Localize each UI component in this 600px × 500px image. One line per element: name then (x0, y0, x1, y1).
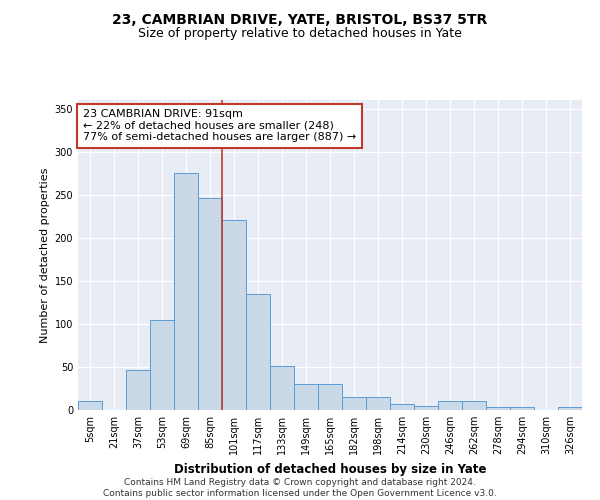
Bar (414, 406, 438, 410)
Bar (198, 198, 222, 410)
Bar (78, 402, 102, 410)
Bar (342, 397, 366, 410)
Bar (294, 384, 318, 410)
Bar (366, 397, 390, 410)
Bar (150, 320, 174, 410)
Bar (174, 173, 198, 410)
Text: 23 CAMBRIAN DRIVE: 91sqm
← 22% of detached houses are smaller (248)
77% of semi-: 23 CAMBRIAN DRIVE: 91sqm ← 22% of detach… (83, 110, 356, 142)
Text: Size of property relative to detached houses in Yate: Size of property relative to detached ho… (138, 28, 462, 40)
Bar (510, 408, 534, 410)
Text: 23, CAMBRIAN DRIVE, YATE, BRISTOL, BS37 5TR: 23, CAMBRIAN DRIVE, YATE, BRISTOL, BS37 … (112, 12, 488, 26)
Text: Contains HM Land Registry data © Crown copyright and database right 2024.
Contai: Contains HM Land Registry data © Crown c… (103, 478, 497, 498)
Bar (270, 366, 294, 410)
Bar (438, 402, 462, 410)
Y-axis label: Number of detached properties: Number of detached properties (40, 168, 50, 342)
Bar (246, 294, 270, 410)
Bar (486, 408, 510, 410)
Bar (462, 402, 486, 410)
Bar (390, 404, 414, 410)
Bar (126, 370, 150, 410)
Bar (222, 220, 246, 410)
Bar (318, 384, 342, 410)
X-axis label: Distribution of detached houses by size in Yate: Distribution of detached houses by size … (174, 462, 486, 475)
Bar (558, 408, 582, 410)
